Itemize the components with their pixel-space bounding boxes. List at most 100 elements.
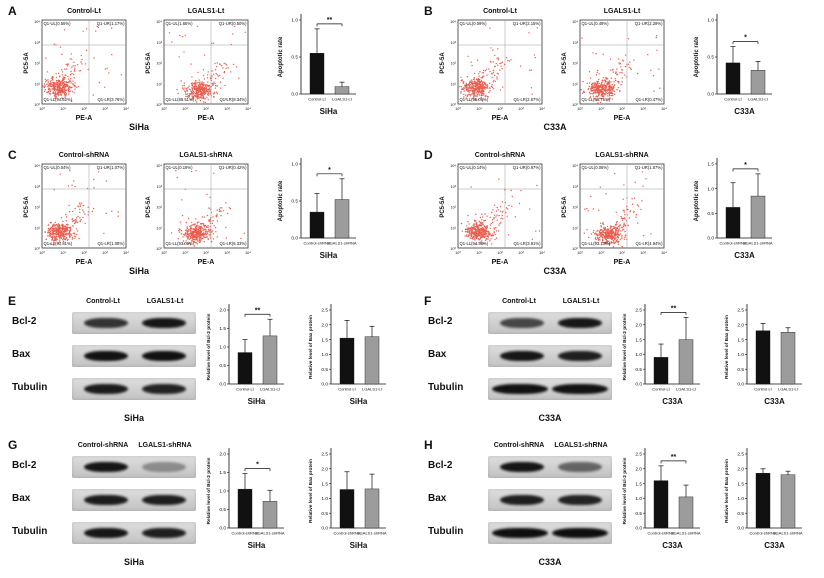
dot (54, 89, 56, 91)
dot (608, 80, 610, 83)
dot (44, 231, 46, 233)
dot (615, 233, 618, 236)
dot (601, 240, 604, 242)
dot (73, 92, 75, 94)
dot (621, 229, 624, 231)
dot (75, 228, 78, 230)
y-tick-label: 10³ (157, 41, 163, 45)
dot (47, 227, 50, 230)
dot (614, 78, 616, 80)
blot-protein-label: Bax (12, 349, 31, 360)
dot (216, 236, 218, 238)
chart-y-axis-label: Relative level of Bcl-2 protein (206, 313, 212, 380)
quadrant-label-ll: Q1-LL(93.06%) (166, 241, 195, 246)
blot-column-label: Control-shRNA (77, 442, 129, 449)
dot (199, 91, 202, 93)
dot (200, 226, 202, 228)
dot (482, 230, 485, 232)
dot (610, 238, 613, 240)
dot (469, 230, 471, 232)
bar-chart-canvas: Relative level of Bcl-2 protein0.00.51.0… (206, 448, 285, 550)
dot (603, 234, 605, 237)
dot (72, 90, 74, 93)
dot (54, 94, 57, 96)
dot (470, 229, 472, 231)
dot (511, 205, 513, 207)
dot (60, 233, 62, 235)
dot (465, 228, 467, 230)
panel-label: A (8, 4, 17, 18)
dot (490, 85, 493, 88)
dot (474, 233, 476, 235)
dot (609, 228, 611, 230)
dot (44, 85, 46, 87)
dot (53, 225, 56, 227)
dot (43, 90, 46, 93)
dot (105, 180, 107, 182)
dot (480, 224, 482, 226)
dot (600, 101, 602, 104)
panel-F: F Control-Lt LGALS1-Lt Bcl-2 Bax Tubulin C33A R… (424, 294, 822, 432)
dot (207, 93, 209, 95)
dot (204, 84, 206, 87)
dot (204, 232, 206, 235)
dot (496, 78, 498, 80)
y-tick-label: 1.0 (737, 496, 744, 502)
dot (482, 81, 484, 83)
dot (209, 86, 211, 88)
dot (476, 95, 478, 97)
dot (177, 92, 179, 95)
bar (339, 337, 355, 385)
dot (586, 207, 588, 210)
quadrant-label-ll: Q1-LL(97.81%) (44, 241, 73, 246)
dot (494, 54, 496, 57)
chart-category-label: LGALS1-shRNA (773, 531, 802, 536)
dot (202, 95, 204, 97)
y-tick-label: 10³ (573, 41, 579, 45)
dot (473, 72, 476, 75)
dot (606, 100, 608, 102)
dot (467, 214, 469, 217)
dot (623, 211, 626, 213)
dot (493, 228, 496, 230)
dot (627, 38, 630, 40)
dot (53, 233, 55, 235)
dot (198, 79, 200, 81)
dot (243, 232, 245, 234)
dot (57, 228, 59, 230)
dot (598, 93, 600, 95)
dot (52, 224, 54, 227)
dot (198, 225, 200, 227)
dot (614, 241, 616, 243)
dot (214, 87, 217, 89)
dot (216, 74, 219, 76)
dot (472, 224, 474, 226)
blot-band (500, 495, 544, 505)
bar-chart: Relative level of Bax protein 0.0 0.5 1.0 1.… (722, 296, 822, 418)
dot (478, 75, 480, 77)
dot (611, 237, 614, 239)
dot (51, 236, 53, 238)
dot (201, 83, 203, 86)
dot (97, 26, 100, 28)
dot (611, 98, 613, 100)
panel-label: C (8, 148, 17, 162)
y-tick-label: 1.0 (291, 18, 298, 24)
dot (67, 223, 69, 226)
bar (309, 53, 325, 95)
dot (59, 46, 62, 48)
dot (117, 211, 120, 213)
dot (57, 72, 60, 74)
dot (468, 90, 470, 92)
dot (488, 68, 490, 70)
dot (605, 78, 608, 80)
dot (61, 53, 63, 56)
dot (598, 209, 600, 211)
chart-category-label: Control-shRNA (304, 241, 331, 246)
dot (58, 234, 61, 237)
y-tick-label: 2.0 (321, 323, 328, 329)
dot (191, 82, 194, 84)
dot (214, 69, 217, 71)
x-tick-label: 10⁰ (161, 251, 167, 255)
dot (207, 71, 209, 73)
